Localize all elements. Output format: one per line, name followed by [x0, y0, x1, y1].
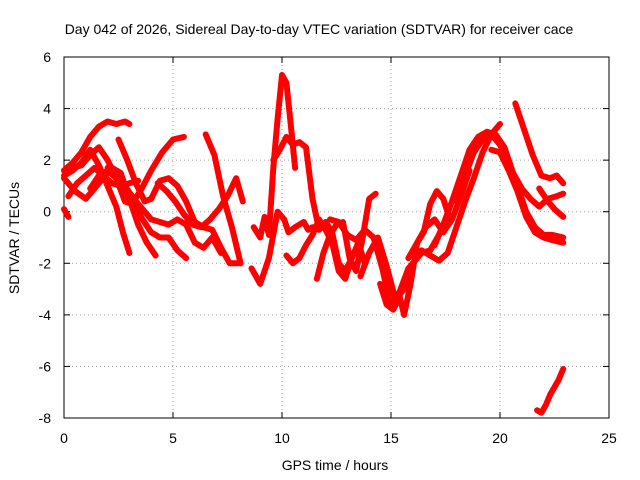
y-tick-label: 2	[43, 152, 51, 168]
series-s11	[202, 131, 244, 267]
series-s19	[377, 188, 453, 318]
y-tick-label: -4	[39, 307, 52, 323]
y-tick-label: -6	[39, 358, 52, 374]
series-s18	[357, 231, 442, 303]
series-s15	[283, 216, 355, 282]
x-tick-label: 0	[60, 430, 68, 446]
series-s12	[248, 208, 316, 287]
data-series	[61, 72, 567, 416]
series-s8	[104, 164, 224, 256]
series-s9	[115, 136, 242, 267]
y-tick-label: 0	[43, 204, 51, 220]
series-s2	[61, 118, 133, 174]
series-s16	[313, 190, 379, 282]
x-axis-label: GPS time / hours	[282, 457, 389, 473]
chart-title: Day 042 of 2026, Sidereal Day-to-day VTE…	[65, 21, 574, 37]
series-s1	[61, 206, 72, 220]
series-s7	[87, 167, 190, 262]
y-tick-label: 6	[43, 49, 51, 65]
y-tick-label: -2	[39, 255, 52, 271]
x-tick-label: 5	[169, 430, 177, 446]
x-tick-label: 20	[492, 430, 508, 446]
series-s13	[250, 72, 299, 241]
series-s27	[534, 366, 567, 416]
series-s24	[488, 146, 567, 246]
x-tick-label: 25	[601, 430, 617, 446]
series-s26	[536, 185, 567, 220]
series-s25	[512, 100, 567, 187]
series-s10	[154, 175, 246, 231]
series-s21	[418, 121, 503, 264]
x-tick-label: 10	[274, 430, 290, 446]
series-s17	[327, 216, 421, 311]
plot-frame	[63, 56, 610, 419]
y-tick-label: -8	[39, 410, 52, 426]
axis-ticks: 0 5 10 15 20 25 -8 -6 -4 -2 0 2 4 6	[39, 49, 617, 446]
y-tick-label: 4	[43, 101, 51, 117]
y-axis-label: SDTVAR / TECUs	[6, 182, 22, 294]
x-tick-label: 15	[383, 430, 399, 446]
